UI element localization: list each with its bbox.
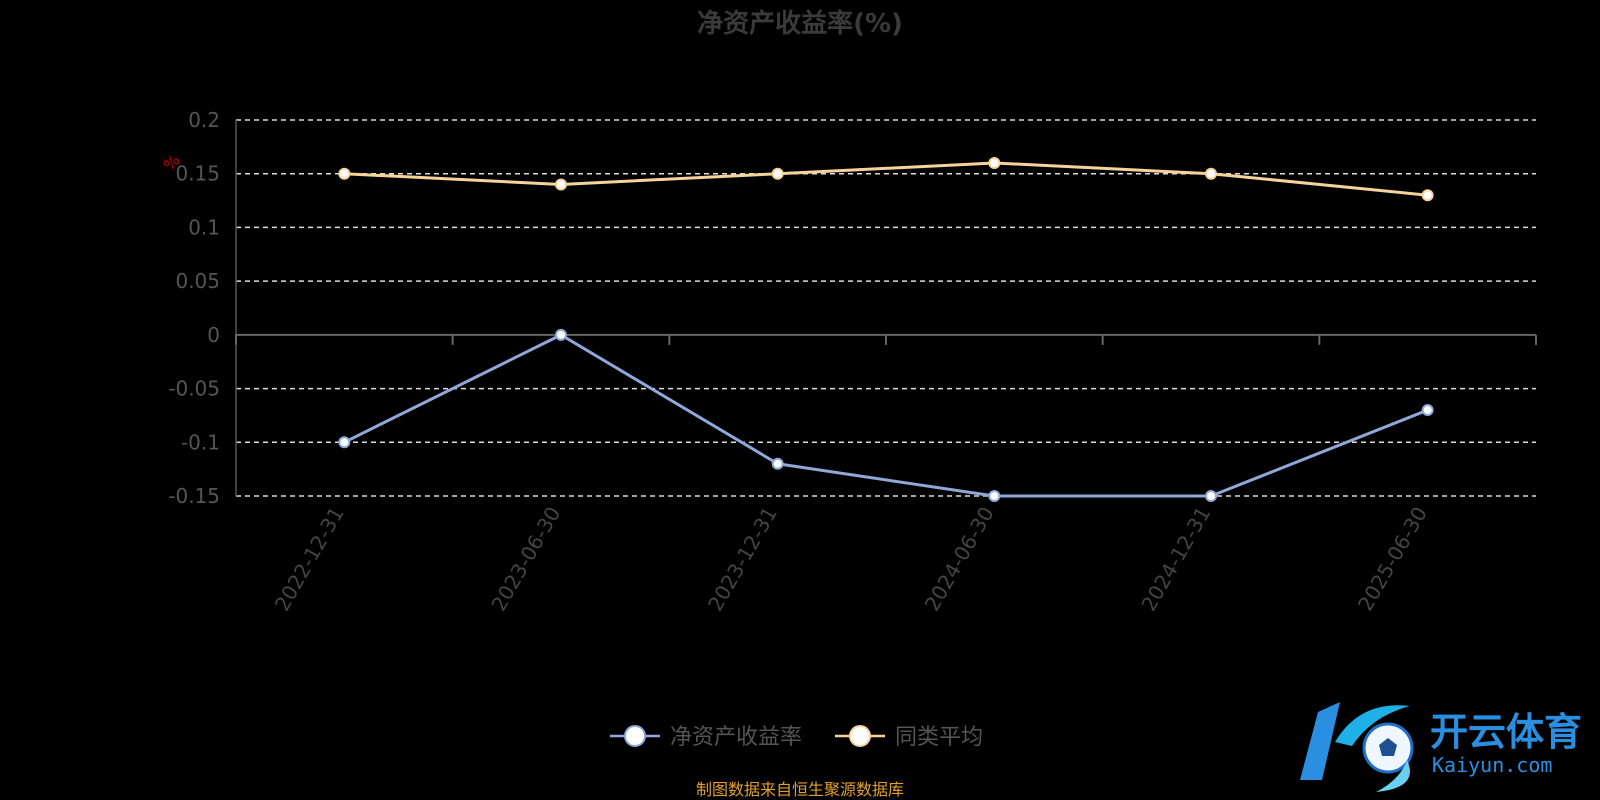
data-point-roe[interactable] — [1421, 404, 1434, 417]
data-point-roe[interactable] — [988, 490, 1001, 502]
data-source-note: 制图数据来自恒生聚源数据库 — [696, 780, 904, 799]
x-tick-label: 2023-06-30 — [486, 503, 565, 616]
y-tick-label: -0.05 — [168, 377, 220, 401]
chart-title: 净资产收益率(%) — [697, 8, 903, 39]
series-line-peer-avg — [344, 161, 1428, 197]
y-tick-label: -0.1 — [181, 430, 220, 454]
data-point-peer-avg[interactable] — [771, 167, 784, 180]
legend-marker-roe — [624, 725, 646, 747]
data-point-peer-avg[interactable] — [555, 178, 567, 191]
x-axis: 2022-12-31 2023-06-30 2023-12-31 2024-06-30… — [235, 333, 1537, 616]
x-tick-label: 2024-06-30 — [920, 502, 999, 615]
watermark-brand-en: Kaiyun.com — [1432, 753, 1552, 777]
data-point-roe[interactable] — [771, 457, 784, 470]
y-axis: 0.2 0.15 0.1 0.05 0 -0.05 -0.1 -0.15 — [168, 108, 237, 508]
legend-marker-peer-avg — [849, 725, 871, 747]
grid-lines — [236, 119, 1536, 497]
y-tick-label: 0 — [207, 323, 220, 347]
series-line-roe — [343, 333, 1429, 498]
x-tick-label: 2024-12-31 — [1136, 503, 1215, 616]
data-point-peer-avg[interactable] — [1421, 189, 1434, 202]
y-tick-label: 0.1 — [188, 215, 220, 239]
legend-item-roe[interactable]: 净资产收益率 — [610, 725, 802, 750]
data-point-peer-avg[interactable] — [338, 167, 351, 180]
series-group — [338, 156, 1434, 502]
x-tick-label: 2023-12-31 — [703, 503, 782, 616]
y-tick-label: 0.2 — [188, 108, 220, 132]
legend[interactable]: 净资产收益率 同类平均 — [610, 725, 983, 750]
legend-label-peer-avg: 同类平均 — [895, 725, 983, 750]
data-point-roe[interactable] — [555, 328, 567, 341]
data-point-peer-avg[interactable] — [988, 156, 1001, 169]
y-tick-label: 0.05 — [175, 269, 220, 293]
watermark-logo: 开云体育 Kaiyun.com — [1300, 702, 1582, 792]
y-tick-label: -0.15 — [168, 484, 220, 508]
data-point-roe[interactable] — [338, 436, 351, 449]
watermark-brand-cn: 开云体育 — [1430, 710, 1582, 754]
legend-label-roe: 净资产收益率 — [670, 725, 802, 750]
soccer-ball-k-logo-icon — [1300, 702, 1414, 792]
y-tick-label: 0.15 — [175, 162, 220, 186]
data-point-roe[interactable] — [1205, 490, 1217, 502]
data-point-peer-avg[interactable] — [1205, 167, 1217, 180]
x-tick-label: 2025-06-30 — [1353, 503, 1432, 616]
legend-item-peer-avg[interactable]: 同类平均 — [835, 725, 983, 750]
x-tick-label: 2022-12-31 — [270, 503, 349, 616]
